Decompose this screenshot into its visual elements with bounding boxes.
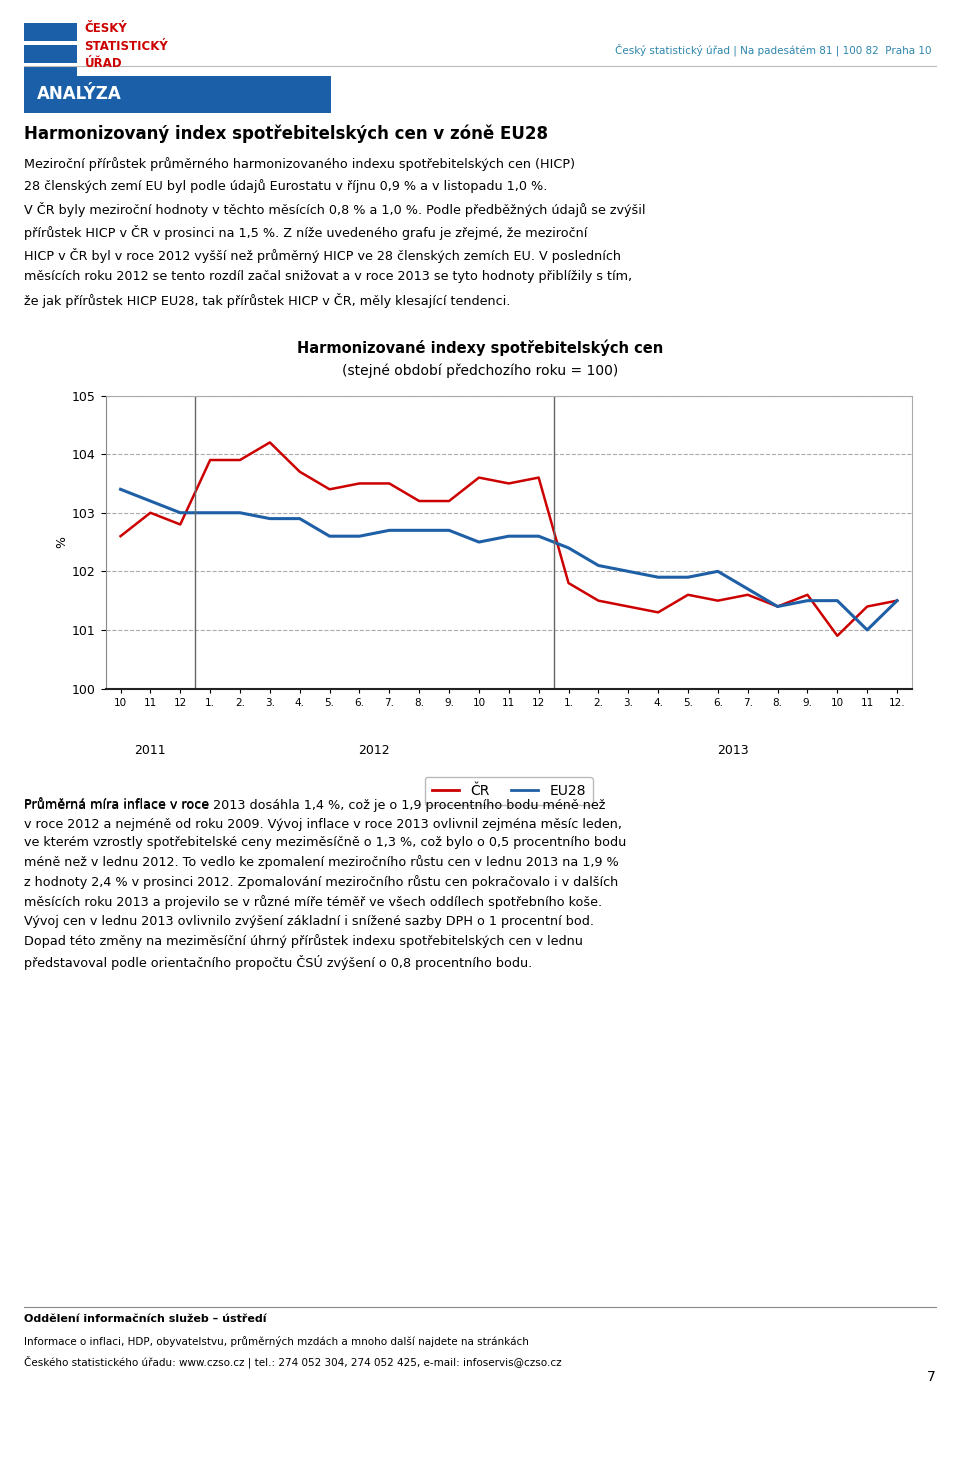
Text: Průměrná míra inflace v roce 2013 dosáhla 1,4 %, což je o 1,9 procentního bodu m: Průměrná míra inflace v roce 2013 dosáhl… bbox=[24, 798, 626, 970]
Text: STATISTICKÝ: STATISTICKÝ bbox=[84, 40, 168, 53]
Text: 2013: 2013 bbox=[717, 744, 749, 757]
Text: Průměrná míra inflace v roce: Průměrná míra inflace v roce bbox=[24, 798, 213, 812]
Text: Český statistický úřad | Na padesátém 81 | 100 82  Praha 10: Český statistický úřad | Na padesátém 81… bbox=[614, 44, 931, 56]
Text: Meziroční přírůstek průměrného harmonizovaného indexu spotřebitelských cen (HICP: Meziroční přírůstek průměrného harmonizo… bbox=[24, 157, 575, 171]
Text: 2012: 2012 bbox=[359, 744, 390, 757]
Y-axis label: %: % bbox=[55, 536, 68, 548]
Text: 28 členských zemí EU byl podle údajů Eurostatu v říjnu 0,9 % a v listopadu 1,0 %: 28 členských zemí EU byl podle údajů Eur… bbox=[24, 179, 547, 193]
Text: Informace o inflaci, HDP, obyvatelstvu, průměrných mzdách a mnoho další najdete : Informace o inflaci, HDP, obyvatelstvu, … bbox=[24, 1336, 529, 1348]
Text: ČESKÝ: ČESKÝ bbox=[84, 22, 128, 35]
Text: přírůstek HICP v ČR v prosinci na 1,5 %. Z níže uvedeného grafu je zřejmé, že me: přírůstek HICP v ČR v prosinci na 1,5 %.… bbox=[24, 226, 588, 240]
Text: HICP v ČR byl v roce 2012 vyšší než průměrný HICP ve 28 členských zemích EU. V p: HICP v ČR byl v roce 2012 vyšší než prům… bbox=[24, 248, 621, 262]
Text: ANALÝZA: ANALÝZA bbox=[36, 85, 121, 104]
Text: Oddělení informačních služeb – ústředí: Oddělení informačních služeb – ústředí bbox=[24, 1314, 267, 1324]
Text: Českého statistického úřadu: www.czso.cz | tel.: 274 052 304, 274 052 425, e-mai: Českého statistického úřadu: www.czso.cz… bbox=[24, 1355, 562, 1368]
Text: že jak přírůstek HICP EU28, tak přírůstek HICP v ČR, měly klesající tendenci.: že jak přírůstek HICP EU28, tak přírůste… bbox=[24, 293, 511, 308]
Text: 7: 7 bbox=[927, 1370, 936, 1384]
Text: V ČR byly meziroční hodnoty v těchto měsících 0,8 % a 1,0 %. Podle předběžných ú: V ČR byly meziroční hodnoty v těchto měs… bbox=[24, 202, 645, 217]
Text: ÚŘAD: ÚŘAD bbox=[84, 57, 122, 70]
Text: Harmonizovaný index spotřebitelských cen v zóně EU28: Harmonizovaný index spotřebitelských cen… bbox=[24, 125, 548, 144]
Text: měsících roku 2012 se tento rozdíl začal snižovat a v roce 2013 se tyto hodnoty : měsících roku 2012 se tento rozdíl začal… bbox=[24, 270, 632, 283]
Text: Harmonizované indexy spotřebitelských cen: Harmonizované indexy spotřebitelských ce… bbox=[297, 340, 663, 356]
Legend: ČR, EU28: ČR, EU28 bbox=[424, 776, 593, 804]
Text: (stejné období předchozího roku = 100): (stejné období předchozího roku = 100) bbox=[342, 363, 618, 378]
Text: 2011: 2011 bbox=[134, 744, 166, 757]
